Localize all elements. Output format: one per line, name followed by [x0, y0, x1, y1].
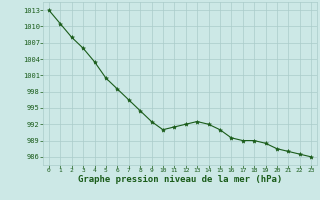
X-axis label: Graphe pression niveau de la mer (hPa): Graphe pression niveau de la mer (hPa) — [78, 175, 282, 184]
